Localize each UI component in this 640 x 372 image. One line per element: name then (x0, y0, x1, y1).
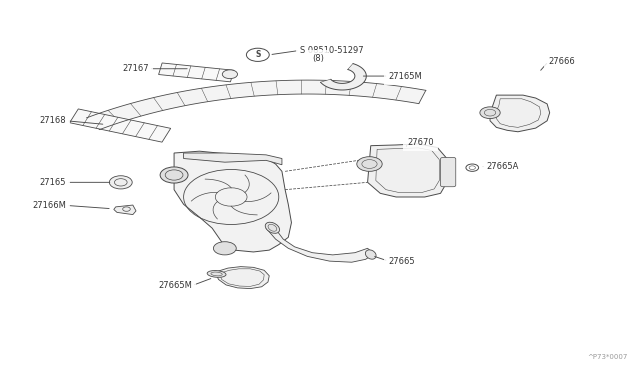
Text: (8): (8) (312, 54, 324, 63)
Text: 27168: 27168 (40, 116, 66, 125)
Text: 27166M: 27166M (33, 201, 66, 210)
Text: 27165M: 27165M (388, 71, 422, 81)
Text: 27665M: 27665M (158, 281, 192, 290)
Text: 27165: 27165 (40, 178, 66, 187)
Polygon shape (174, 151, 291, 252)
Circle shape (222, 70, 237, 78)
Text: 27665A: 27665A (486, 162, 518, 171)
Circle shape (109, 176, 132, 189)
Circle shape (246, 48, 269, 61)
Text: S 08510-51297: S 08510-51297 (300, 46, 364, 55)
FancyBboxPatch shape (440, 157, 456, 187)
Circle shape (160, 167, 188, 183)
Circle shape (356, 157, 382, 171)
Circle shape (480, 107, 500, 119)
Polygon shape (367, 144, 447, 197)
Polygon shape (266, 225, 374, 262)
Text: 27666: 27666 (548, 57, 575, 66)
Circle shape (466, 164, 479, 171)
Polygon shape (321, 64, 366, 90)
Ellipse shape (207, 270, 226, 278)
Text: 27670: 27670 (408, 138, 434, 147)
Polygon shape (215, 267, 269, 289)
Polygon shape (184, 153, 282, 165)
Text: S: S (255, 50, 260, 59)
Polygon shape (490, 95, 550, 132)
Text: ^P73*0007: ^P73*0007 (588, 354, 628, 360)
Ellipse shape (265, 222, 280, 233)
Polygon shape (86, 80, 426, 129)
Polygon shape (159, 63, 234, 82)
Text: 27167: 27167 (122, 64, 148, 73)
Circle shape (213, 242, 236, 255)
Polygon shape (114, 205, 136, 215)
Ellipse shape (365, 250, 376, 259)
Text: 27665: 27665 (388, 257, 415, 266)
Polygon shape (70, 109, 171, 142)
